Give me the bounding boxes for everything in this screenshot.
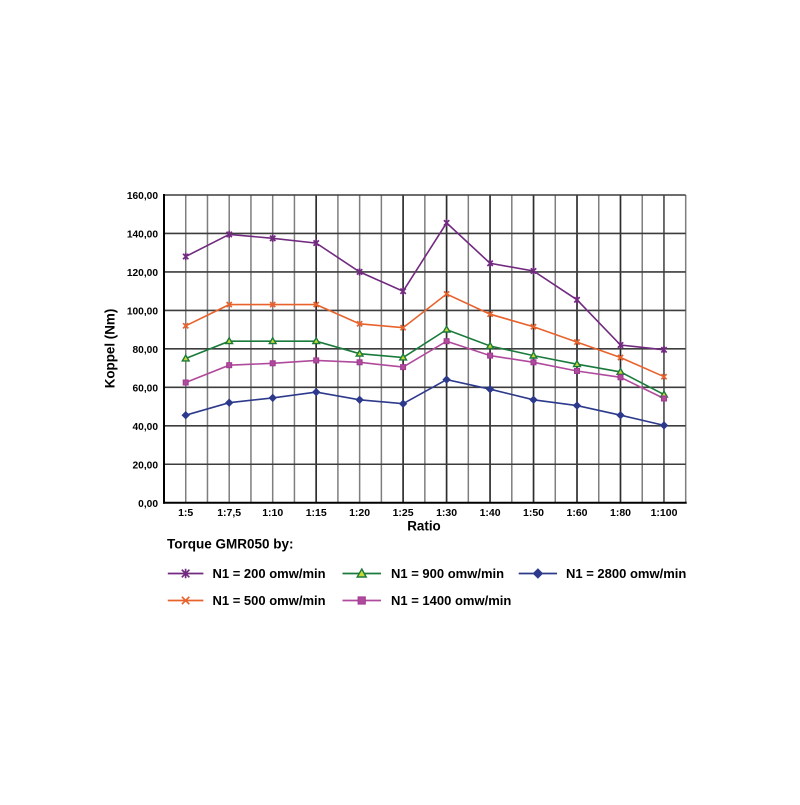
svg-text:1:25: 1:25 (393, 507, 414, 519)
svg-text:1:40: 1:40 (480, 507, 501, 519)
svg-text:N1 = 1400 omw/min: N1 = 1400 omw/min (391, 593, 511, 608)
svg-text:N1 = 2800 omw/min: N1 = 2800 omw/min (566, 566, 686, 581)
svg-text:140,00: 140,00 (127, 230, 158, 241)
svg-text:Torque GMR050 by:: Torque GMR050 by: (167, 537, 294, 552)
svg-text:80,00: 80,00 (133, 345, 159, 356)
svg-text:120,00: 120,00 (127, 268, 158, 279)
svg-text:1:100: 1:100 (651, 507, 678, 519)
svg-text:N1 = 200 omw/min: N1 = 200 omw/min (213, 566, 326, 581)
svg-text:1:80: 1:80 (610, 507, 631, 519)
svg-text:20,00: 20,00 (133, 460, 159, 471)
svg-text:1:60: 1:60 (566, 507, 587, 519)
svg-text:160,00: 160,00 (127, 191, 158, 202)
svg-text:1:10: 1:10 (262, 507, 283, 519)
svg-text:1:30: 1:30 (436, 507, 457, 519)
svg-text:Koppel (Nm): Koppel (Nm) (103, 309, 118, 389)
svg-text:60,00: 60,00 (133, 384, 159, 395)
svg-text:1:7,5: 1:7,5 (217, 507, 241, 519)
svg-text:Ratio: Ratio (407, 519, 440, 534)
svg-text:1:15: 1:15 (306, 507, 327, 519)
svg-text:N1 = 900 omw/min: N1 = 900 omw/min (391, 566, 504, 581)
svg-text:40,00: 40,00 (133, 422, 159, 433)
svg-text:1:20: 1:20 (349, 507, 370, 519)
svg-text:1:5: 1:5 (178, 507, 193, 519)
svg-text:1:50: 1:50 (523, 507, 544, 519)
svg-text:100,00: 100,00 (127, 307, 158, 318)
svg-text:0,00: 0,00 (138, 499, 158, 510)
svg-text:N1 = 500 omw/min: N1 = 500 omw/min (213, 593, 326, 608)
